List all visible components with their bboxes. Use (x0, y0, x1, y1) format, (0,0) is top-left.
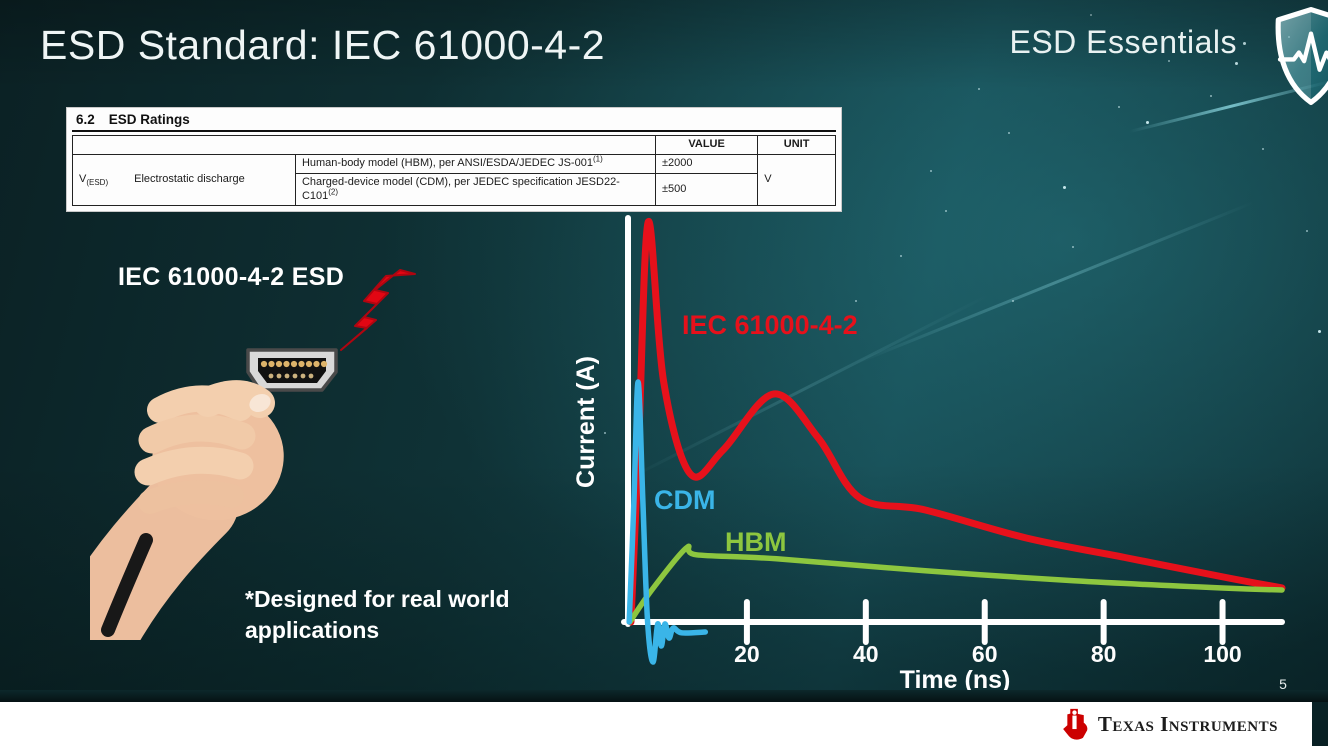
unit-cell: V (757, 153, 836, 207)
value-cell: ±500 (654, 172, 759, 207)
star-dot (1063, 186, 1066, 189)
shield-pulse-icon (1275, 6, 1328, 106)
thumbnail (249, 394, 271, 412)
symbol-cell: V(ESD) Electrostatic discharge (72, 153, 296, 207)
page-number: 5 (1279, 676, 1287, 692)
star-dot (1306, 230, 1308, 232)
star-dot (945, 210, 947, 212)
program-badge: ESD Essentials (1009, 24, 1237, 60)
star-dot (1168, 60, 1170, 62)
model-cell: Human-body model (HBM), per ANSI/ESDA/JE… (294, 154, 656, 174)
empty-header-cell (72, 135, 656, 155)
star-dot (1262, 148, 1264, 150)
illustration-label: IEC 61000-4-2 ESD (118, 263, 345, 291)
table-section-title: 6.2 ESD Ratings (72, 111, 836, 132)
model-cell: Charged-device model (CDM), per JEDEC sp… (294, 172, 656, 207)
x-tick-label: 20 (734, 641, 760, 667)
footnote-line-2: applications (245, 617, 380, 644)
value-column-header: VALUE (654, 135, 759, 155)
parameter-label: Electrostatic discharge (134, 173, 245, 186)
pulse-line-icon (1277, 31, 1328, 72)
ratings-table: VALUE UNIT V(ESD) Electrostatic discharg… (72, 135, 836, 207)
hdmi-connector-icon (246, 348, 338, 392)
symbol: V(ESD) (79, 172, 109, 187)
series-label: CDM (654, 485, 716, 515)
star-dot (1146, 121, 1149, 124)
star-dot (1235, 62, 1238, 65)
section-number: 6.2 (76, 112, 95, 127)
star-dot (1118, 106, 1120, 108)
brand-wordmark: Texas Instruments (1097, 711, 1278, 736)
unit-column-header: UNIT (757, 135, 836, 155)
star-dot (1008, 132, 1010, 134)
page-title: ESD Standard: IEC 61000-4-2 (40, 22, 606, 68)
star-dot (900, 255, 902, 257)
series-label: HBM (725, 527, 787, 557)
star-dot (1072, 246, 1074, 248)
star-dot (640, 468, 643, 471)
series-hbm (627, 543, 1285, 625)
star-dot (1012, 300, 1014, 302)
star-dot (1210, 95, 1212, 97)
light-streak (854, 201, 1255, 365)
footnote-line-1: *Designed for real world (245, 586, 510, 612)
lightning-bolt-icon (340, 269, 416, 351)
x-tick-label: 100 (1203, 641, 1241, 667)
series-iec-61000-4-2 (627, 218, 1286, 626)
star-dot (978, 88, 980, 90)
footer-bar: Texas Instruments (0, 702, 1312, 746)
footnote: *Designed for real world applications (245, 584, 510, 646)
star-dot (930, 170, 932, 172)
esd-ratings-table-card: 6.2 ESD Ratings VALUE UNIT V(ESD) Electro… (66, 107, 842, 213)
light-streak (614, 293, 990, 487)
star-dot (855, 300, 857, 302)
table-row-hbm: V(ESD) Electrostatic discharge Human-bod… (72, 153, 836, 207)
x-tick-label: 60 (972, 641, 998, 667)
finger (138, 480, 244, 514)
series-cdm (626, 379, 709, 665)
value-cell: ±2000 (654, 154, 759, 174)
series-label: IEC 61000-4-2 (682, 310, 858, 340)
section-heading: ESD Ratings (108, 112, 190, 127)
x-tick-label: 80 (1091, 641, 1117, 667)
x-tick-label: 40 (853, 641, 879, 667)
star-dot (604, 432, 606, 434)
star-dot (1048, 36, 1050, 38)
star-dot (1243, 42, 1246, 45)
slide-bottom-edge (0, 690, 1328, 702)
finger (134, 446, 254, 486)
star-dot (1318, 330, 1321, 333)
ti-logo-icon (1062, 708, 1088, 740)
star-dot (1090, 14, 1092, 16)
table-row-cdm: Charged-device model (CDM), per JEDEC sp… (73, 172, 836, 207)
finger (138, 414, 256, 454)
x-axis-label: Time (ns) (900, 666, 1011, 690)
cable-exit (101, 533, 153, 637)
y-axis-label: Current (A) (572, 356, 600, 488)
hand-connector-illustration (90, 269, 416, 640)
